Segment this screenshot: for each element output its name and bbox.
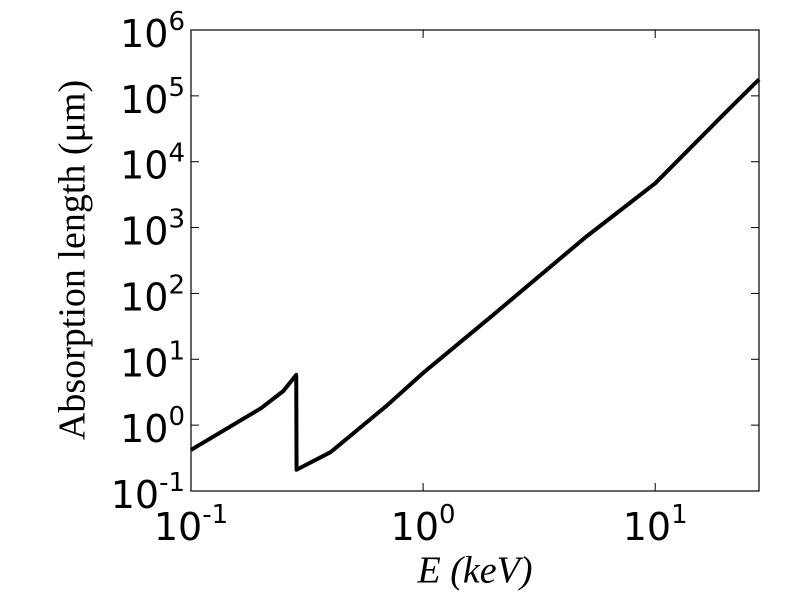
y-tick-label-base: 10: [111, 473, 159, 517]
y-tick-label: 104: [120, 138, 185, 187]
y-tick-label: 10-1: [111, 468, 185, 517]
y-tick-label-exponent: 3: [168, 204, 185, 234]
y-tick-label-base: 10: [120, 77, 168, 121]
y-tick-label-base: 10: [120, 12, 168, 56]
y-tick-label-base: 10: [120, 341, 168, 385]
y-tick-label-exponent: 2: [168, 270, 185, 300]
x-tick-label-exponent: -1: [202, 500, 228, 530]
y-tick-label-exponent: 4: [168, 138, 185, 168]
y-tick-label-base: 10: [120, 275, 168, 319]
y-tick-label-base: 10: [120, 143, 168, 187]
x-tick-label: 100: [391, 500, 456, 549]
x-tick-label-base: 10: [391, 505, 439, 549]
y-tick-label: 103: [120, 204, 185, 253]
x-tick-label-exponent: 0: [439, 500, 456, 530]
x-tick-label-exponent: 1: [671, 500, 688, 530]
y-tick-label: 102: [120, 270, 185, 319]
plot-frame: [190, 29, 760, 492]
y-axis-label: Absorption length (μm): [52, 80, 94, 440]
y-tick-label-exponent: -1: [159, 468, 185, 498]
x-tick-label: 10-1: [154, 500, 228, 549]
y-tick-label: 106: [120, 7, 185, 56]
y-tick-label-base: 10: [120, 209, 168, 253]
y-tick-label: 100: [120, 402, 185, 451]
y-tick-label-exponent: 5: [168, 72, 185, 102]
y-tick-label-exponent: 1: [168, 336, 185, 366]
x-tick-label: 101: [623, 500, 688, 549]
y-tick-label-exponent: 6: [168, 7, 185, 37]
x-axis-label: E (keV): [417, 550, 533, 592]
y-tick-label: 101: [120, 336, 185, 385]
y-tick-label-exponent: 0: [168, 402, 185, 432]
data-line: [189, 77, 761, 472]
y-tick-label-base: 10: [120, 407, 168, 451]
x-tick-label-base: 10: [154, 505, 202, 549]
y-tick-label: 105: [120, 72, 185, 121]
x-tick-label-base: 10: [623, 505, 671, 549]
